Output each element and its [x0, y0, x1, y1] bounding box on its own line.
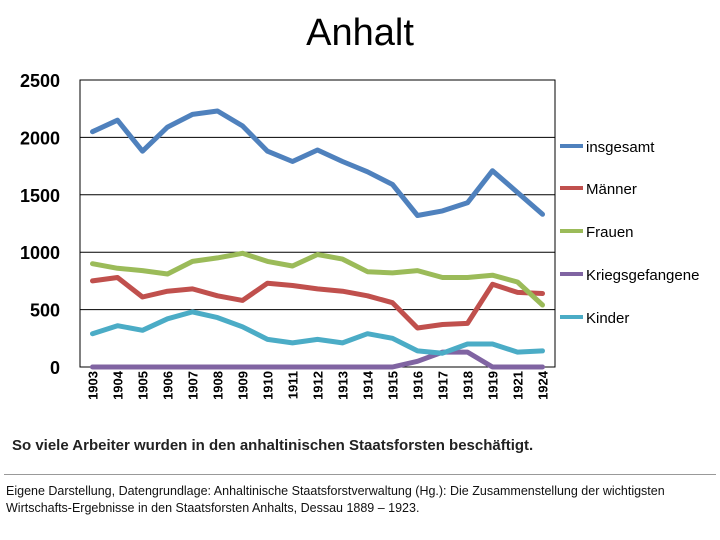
legend-label: Frauen [586, 224, 634, 241]
series-line-kinder [90, 309, 545, 356]
x-tick-label: 1907 [186, 371, 201, 400]
y-tick-label: 2500 [20, 71, 60, 91]
series-line-kriegsgefangene [90, 349, 545, 370]
x-tick-label: 1904 [111, 370, 126, 400]
y-tick-label: 1500 [20, 186, 60, 206]
x-tick-label: 1913 [336, 371, 351, 400]
series-line-insgesamt [90, 108, 545, 218]
legend-label: insgesamt [586, 139, 655, 156]
x-tick-label: 1905 [136, 371, 151, 400]
y-tick-label: 0 [50, 358, 60, 378]
x-tick-label: 1924 [536, 370, 551, 400]
y-tick-label: 500 [30, 301, 60, 321]
x-tick-label: 1919 [486, 371, 501, 400]
x-tick-label: 1908 [211, 371, 226, 400]
x-tick-label: 1914 [361, 370, 376, 400]
legend-label: Kinder [586, 310, 629, 327]
divider [4, 474, 716, 475]
x-tick-label: 1921 [511, 371, 526, 400]
chart-caption: So viele Arbeiter wurden in den anhaltin… [12, 437, 534, 454]
x-tick-label: 1903 [86, 371, 101, 400]
legend-label: Kriegsgefangene [586, 267, 699, 284]
x-tick-label: 1917 [436, 371, 451, 400]
x-tick-label: 1906 [161, 371, 176, 400]
series-line-m-nner [90, 275, 545, 331]
chart-title: Anhalt [306, 12, 414, 54]
line-chart: 0 500 1000 1500 2000 2500 1903 1904 1905 1906 1907… [20, 71, 699, 400]
x-tick-label: 1915 [386, 371, 401, 400]
series-line-frauen [90, 250, 545, 308]
y-tick-label: 1000 [20, 243, 60, 263]
source-note: Eigene Darstellung, Datengrundlage: Anha… [6, 484, 665, 515]
y-tick-label: 2000 [20, 128, 60, 148]
x-tick-label: 1918 [461, 371, 476, 400]
x-tick-label: 1910 [261, 371, 276, 400]
x-tick-label: 1912 [311, 371, 326, 400]
x-tick-label: 1916 [411, 371, 426, 400]
x-tick-label: 1909 [236, 371, 251, 400]
x-tick-label: 1911 [286, 371, 301, 399]
legend-label: Männer [586, 181, 637, 198]
